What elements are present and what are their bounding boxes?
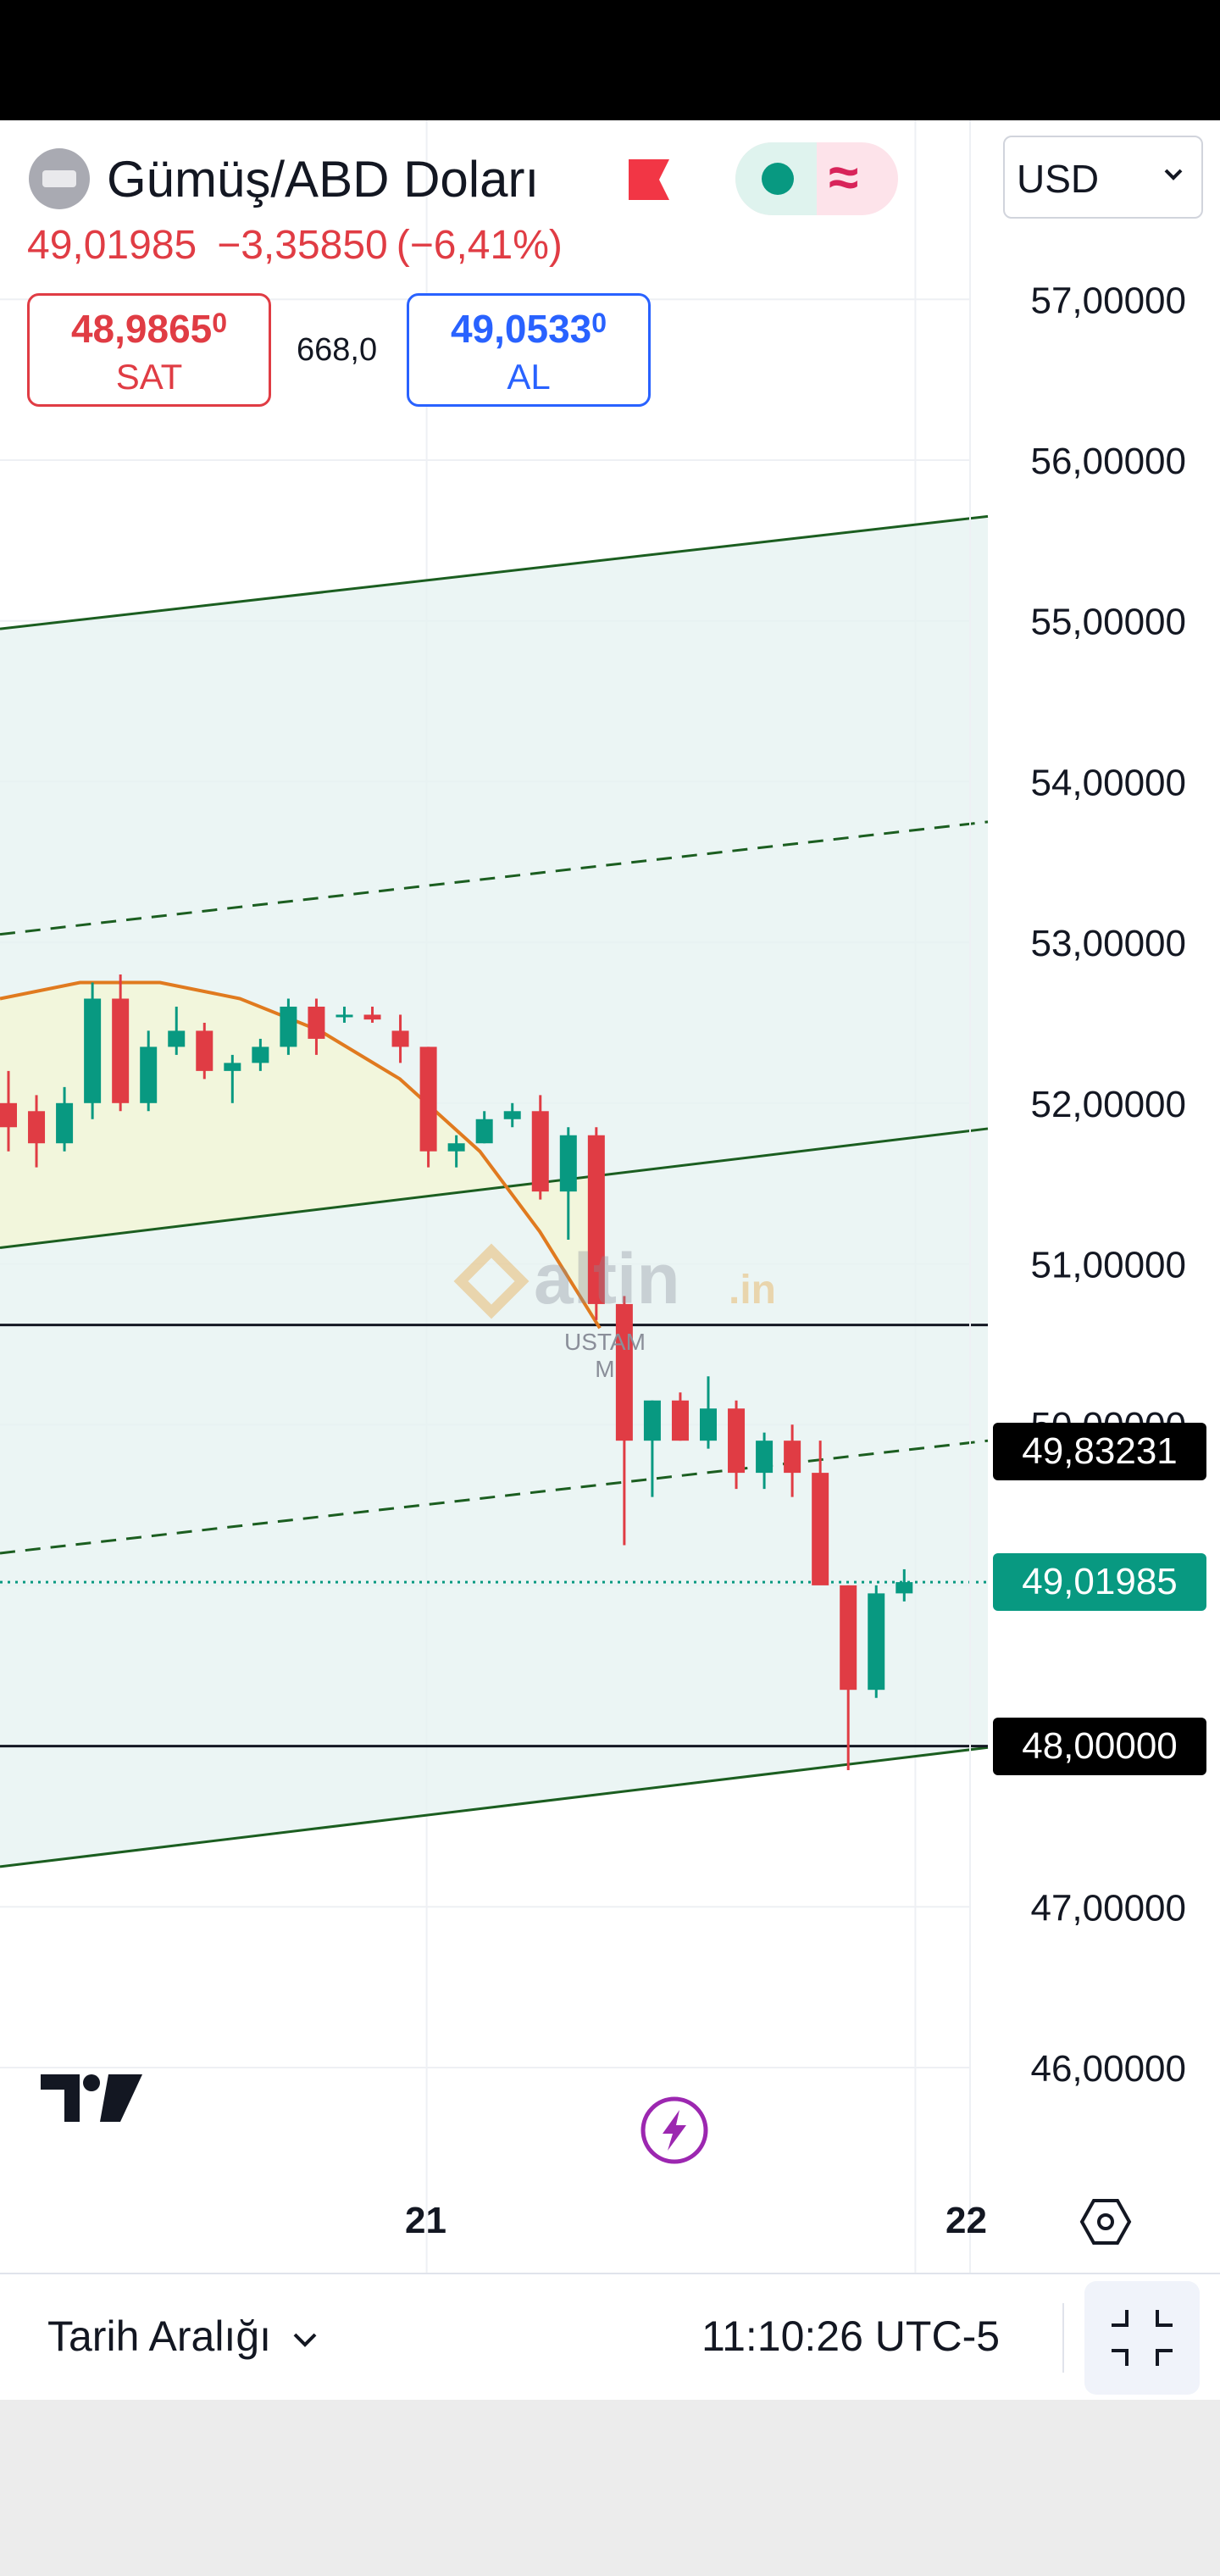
y-tick-label: 57,00000 (1030, 280, 1186, 321)
settings-hexagon-icon[interactable] (1079, 2198, 1132, 2246)
price-change: −3,35850 (217, 223, 388, 268)
flag-icon[interactable] (625, 158, 673, 202)
chevron-down-icon (1164, 169, 1183, 180)
candle-body (503, 1111, 521, 1119)
candle-body (671, 1400, 689, 1441)
candle-body (812, 1473, 829, 1585)
buy-price: 49,0533 (450, 307, 592, 351)
sell-label: SAT (115, 357, 183, 397)
candle-body (196, 1030, 214, 1071)
candle-body (336, 1014, 353, 1018)
spread-value: 668,0 (297, 332, 378, 368)
candle-body (700, 1408, 717, 1441)
candle-body (363, 1014, 381, 1020)
empty-area (0, 2400, 1220, 2576)
sell-price-pip: 0 (212, 308, 228, 338)
candle-body (643, 1400, 661, 1441)
candle-body (252, 1046, 269, 1063)
sell-button[interactable]: 48,98650 SAT (27, 293, 271, 407)
buy-button[interactable]: 49,05330 AL (407, 293, 651, 407)
watermark-caption: USTAM M (564, 1329, 646, 1383)
y-tick-label: 55,00000 (1030, 602, 1186, 643)
watermark-brand: altin (534, 1239, 680, 1319)
candle-body (475, 1119, 493, 1144)
currency-value: USD (1017, 157, 1100, 201)
date-range-button[interactable]: Tarih Aralığı (47, 2312, 319, 2361)
channel-fill (0, 516, 988, 1867)
y-tick-label: 54,00000 (1030, 762, 1186, 803)
candle-body (896, 1582, 913, 1594)
channel-middle-line (0, 1127, 989, 1250)
candle-body (868, 1593, 885, 1690)
candle-body (559, 1135, 577, 1192)
price-summary: 49,01985 −3,35850 (−6,41%) (27, 222, 583, 269)
symbol-row[interactable]: Gümüş/ABD Doları (29, 141, 539, 217)
y-tick-label: 47,00000 (1030, 1887, 1186, 1929)
candle-body (84, 998, 102, 1103)
bolt-icon[interactable] (639, 2095, 710, 2166)
y-tick-label: 52,00000 (1030, 1084, 1186, 1125)
tradingview-logo[interactable] (39, 2071, 144, 2125)
currency-select[interactable]: USD (1003, 136, 1203, 219)
candle-body (615, 1303, 633, 1441)
watermark-logo: altin .in (453, 1239, 776, 1319)
y-tick-label: 46,00000 (1030, 2048, 1186, 2090)
candle-body (140, 1046, 158, 1103)
exit-fullscreen-button[interactable] (1084, 2281, 1200, 2395)
chart-area[interactable]: 57,00000 56,00000 55,00000 54,00000 53,00000… (0, 120, 1220, 2273)
delayed-data-icon: ≈ (829, 147, 859, 208)
toolbar-divider (1062, 2303, 1064, 2373)
x-tick-label: 21 (405, 2200, 446, 2241)
date-range-label: Tarih Aralığı (47, 2312, 272, 2360)
watermark-suffix: .in (729, 1268, 776, 1313)
candle-body (224, 1063, 241, 1071)
candle-body (391, 1030, 409, 1047)
clock-timezone[interactable]: 11:10:26 UTC-5 (702, 2312, 1001, 2360)
candle-body (587, 1135, 605, 1304)
buy-price-pip: 0 (591, 308, 607, 338)
candle-body (531, 1111, 549, 1192)
market-status-toggle[interactable]: ≈ (735, 142, 898, 215)
y-tick-label: 51,00000 (1030, 1245, 1186, 1286)
current-price-label: 49,01985 (993, 1553, 1206, 1612)
candle-body (728, 1408, 746, 1474)
channel-upper-mid-line (0, 820, 989, 936)
candle-body (756, 1441, 774, 1474)
candle-body (28, 1111, 46, 1144)
candle-body (0, 1102, 17, 1128)
price-chart[interactable]: 57,00000 56,00000 55,00000 54,00000 53,00000… (0, 120, 1220, 2273)
candle-body (112, 998, 130, 1103)
candle-body (784, 1441, 801, 1474)
sell-price: 48,9865 (70, 307, 213, 351)
candle-body (168, 1030, 186, 1047)
channel-lower-line (0, 1746, 989, 1868)
price-level-label: 49,83231 (993, 1423, 1206, 1480)
market-open-dot-icon (762, 163, 794, 195)
candle-body (419, 1046, 437, 1152)
y-tick-label: 56,00000 (1030, 441, 1186, 482)
buy-label: AL (507, 357, 551, 397)
x-tick-label: 22 (946, 2200, 987, 2241)
candle-body (56, 1102, 74, 1144)
bottom-toolbar: Tarih Aralığı 11:10:26 UTC-5 (0, 2273, 1220, 2400)
chevron-down-icon (293, 2333, 317, 2347)
symbol-logo-icon (29, 148, 90, 209)
exit-fullscreen-icon (1112, 2310, 1173, 2366)
channel-lower-mid-line (0, 1439, 989, 1555)
candle-body (280, 1006, 297, 1047)
symbol-name[interactable]: Gümüş/ABD Doları (107, 150, 540, 208)
candle-body (447, 1143, 465, 1152)
watermark-line-2: M (595, 1356, 615, 1382)
status-bar (0, 0, 1220, 120)
last-price: 49,01985 (27, 223, 197, 268)
candle-body (308, 1006, 325, 1039)
watermark-line-1: USTAM (564, 1329, 646, 1355)
channel-upper-line (0, 514, 989, 630)
price-change-percent: (−6,41%) (396, 223, 563, 268)
price-level-label: 48,00000 (993, 1717, 1206, 1775)
candle-body (840, 1585, 857, 1690)
y-tick-label: 53,00000 (1030, 923, 1186, 964)
